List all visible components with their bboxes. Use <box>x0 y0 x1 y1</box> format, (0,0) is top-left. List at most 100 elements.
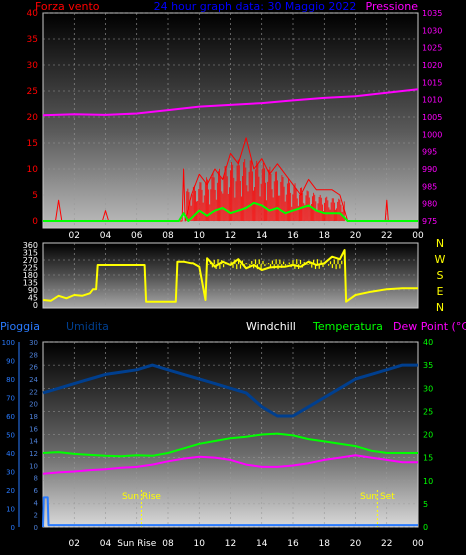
time-tick-label: 14 <box>256 231 268 241</box>
compass-label: E <box>437 285 444 298</box>
direction-degree-label: 45 <box>28 294 38 303</box>
bottom-series <box>42 363 418 528</box>
wind-pressure-series <box>42 88 419 222</box>
pressure-tick-label: 1025 <box>422 44 442 53</box>
pressure-axis-ticks: 975 980 985 990 995 1000 1005 1010 1015 1020 1025 1… <box>422 9 442 226</box>
time-tick-label: 18 <box>319 231 331 241</box>
humidity-tick-label: 2 <box>34 512 38 520</box>
wind-tick-label: 20 <box>27 113 39 123</box>
compass-label: W <box>435 253 446 266</box>
temperature-tick-label: 35 <box>423 361 433 370</box>
bottom-time-tick-label: 20 <box>350 539 362 549</box>
pressure-tick-label: 1005 <box>422 113 442 122</box>
time-tick-label: 12 <box>225 231 236 241</box>
humidity-tick-label: 20 <box>29 401 38 409</box>
series-umidita <box>42 363 418 418</box>
legend-humidity: Umidita <box>66 320 109 333</box>
bottom-time-tick-label: 18 <box>319 539 331 549</box>
humidity-tick-label: 24 <box>29 376 38 384</box>
chart-date-title: 24 hour graph data: 30 Maggio 2022 <box>154 0 357 13</box>
direction-degree-label: 360 <box>23 241 38 250</box>
bottom-time-tick-label: 16 <box>287 539 299 549</box>
temperature-tick-label: 20 <box>423 431 433 440</box>
bottom-time-tick-label: 00 <box>412 539 424 549</box>
rain-tick-label: 40 <box>6 450 15 458</box>
humidity-tick-label: 8 <box>34 475 38 483</box>
rain-tick-label: 80 <box>6 376 15 384</box>
rain-tick-label: 90 <box>6 358 15 366</box>
pressure-tick-label: 1000 <box>422 130 442 139</box>
sun-marker-label: Sun Set <box>360 492 395 502</box>
wind-pressure-gridlines <box>43 12 418 228</box>
compass-label: N <box>436 301 444 314</box>
temperature-axis-ticks: 0 5 10 15 20 25 30 35 40 <box>423 338 433 532</box>
humidity-tick-label: 22 <box>29 388 38 396</box>
rain-axis-ticks: 0 10 20 30 40 50 60 70 80 90 100 <box>2 339 20 532</box>
direction-degree-label: 0 <box>33 301 38 310</box>
compass-label: S <box>437 269 444 282</box>
pressure-tick-label: 1030 <box>422 26 442 35</box>
wind-tick-label: 35 <box>27 35 38 45</box>
rain-tick-label: 60 <box>6 413 15 421</box>
wind-tick-label: 15 <box>27 139 38 149</box>
direction-series <box>42 249 418 303</box>
direction-degree-label: 90 <box>28 286 38 295</box>
bottom-gridlines <box>43 341 418 528</box>
pressure-tick-label: 990 <box>422 165 437 174</box>
sun-marker-label: Sun Rise <box>122 492 161 502</box>
temperature-tick-label: 15 <box>423 454 433 463</box>
humidity-tick-label: 18 <box>29 413 38 421</box>
bottom-time-tick-label: 10 <box>194 539 206 549</box>
time-tick-label: 08 <box>162 231 174 241</box>
wind-axis-title: Forza vento <box>35 0 100 13</box>
direction-degree-label: 315 <box>23 249 38 258</box>
sun-annotations: Sun Rise Sun Set <box>122 490 395 527</box>
wind-tick-label: 40 <box>27 9 39 19</box>
direction-degree-label: 180 <box>23 271 38 280</box>
pressure-tick-label: 980 <box>422 200 437 209</box>
humidity-tick-label: 12 <box>29 450 38 458</box>
direction-degree-label: 135 <box>23 279 38 288</box>
bottom-time-tick-label: 14 <box>256 539 268 549</box>
pressure-tick-label: 1010 <box>422 96 442 105</box>
series-temperatura <box>42 432 418 458</box>
humidity-tick-label: 6 <box>34 487 39 495</box>
pressure-tick-label: 1015 <box>422 78 442 87</box>
wind-direction-line <box>42 249 418 303</box>
pressure-tick-label: 995 <box>422 148 437 157</box>
bottom-time-tick-label: 04 <box>100 539 112 549</box>
pressure-axis-title: Pressione <box>366 0 419 13</box>
humidity-tick-label: 30 <box>29 339 38 347</box>
rain-tick-label: 70 <box>6 395 15 403</box>
bottom-time-tick-label: 12 <box>225 539 236 549</box>
temperature-tick-label: 10 <box>423 477 433 486</box>
direction-degree-label: 270 <box>23 256 38 265</box>
pressure-line <box>42 88 419 117</box>
rain-tick-label: 10 <box>6 506 15 514</box>
humidity-tick-label: 0 <box>34 524 38 532</box>
rain-tick-label: 100 <box>2 339 15 347</box>
wind-gust-line <box>43 201 418 222</box>
humidity-tick-label: 4 <box>34 499 39 507</box>
pressure-tick-label: 1035 <box>422 9 442 18</box>
humidity-tick-label: 16 <box>29 425 38 433</box>
pressure-tick-label: 985 <box>422 182 437 191</box>
humidity-tick-label: 26 <box>29 364 38 372</box>
wind-tick-label: 30 <box>27 61 39 71</box>
time-tick-label: 10 <box>194 231 206 241</box>
pressure-tick-label: 1020 <box>422 61 442 70</box>
time-tick-label: 06 <box>131 231 143 241</box>
wind-direction-noise <box>208 259 343 270</box>
bottom-time-tick-label: 08 <box>162 539 174 549</box>
wind-tick-label: 0 <box>32 217 38 227</box>
time-tick-label: 16 <box>287 231 299 241</box>
legend-windchill: Windchill <box>246 320 296 333</box>
wind-pressure-time-axis: 02 04 06 08 10 12 14 16 18 20 22 00 <box>69 231 424 241</box>
rain-tick-label: 20 <box>6 487 15 495</box>
temperature-tick-label: 5 <box>423 500 428 509</box>
direction-gridlines <box>43 243 418 308</box>
